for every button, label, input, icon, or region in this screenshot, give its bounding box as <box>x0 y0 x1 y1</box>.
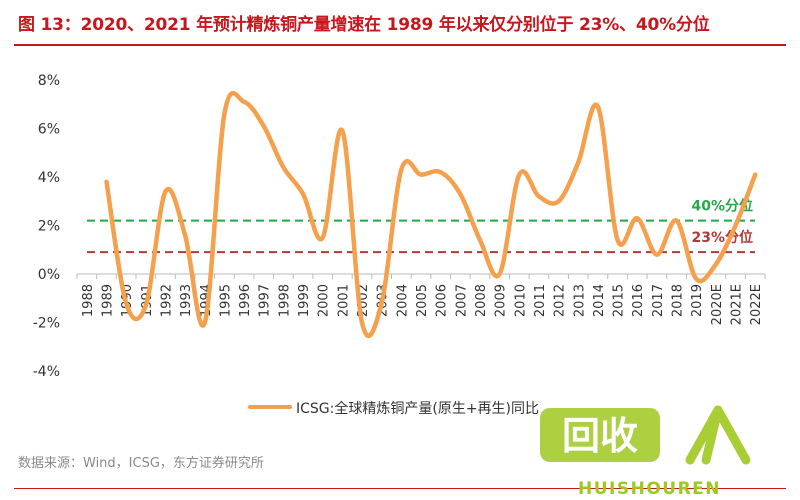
data-point <box>104 180 108 184</box>
x-tick-label: 2014 <box>592 284 607 317</box>
data-point <box>203 321 207 324</box>
x-tick-label: 1995 <box>218 284 233 317</box>
data-point <box>616 238 620 242</box>
x-tick-label: 2012 <box>553 284 568 317</box>
x-tick-label: 1999 <box>297 284 312 317</box>
y-tick-label: -4% <box>33 364 60 380</box>
y-tick-label: 0% <box>38 267 60 283</box>
x-tick-label: 1998 <box>277 284 292 317</box>
x-tick-label: 2021E <box>730 284 745 325</box>
y-tick-label: 4% <box>38 170 60 186</box>
y-tick-label: 8% <box>38 73 60 89</box>
x-tick-label: 2004 <box>395 284 410 317</box>
x-tick-label: 2022E <box>749 284 764 325</box>
x-tick-label: 2019 <box>690 284 705 317</box>
data-point <box>596 105 600 109</box>
legend-label: ICSG:全球精炼铜产量(原生+再生)同比 <box>296 400 539 417</box>
x-tick-label: 1993 <box>179 284 194 317</box>
chart-title: 图 13：2020、2021 年预计精炼铜产量增速在 1989 年以来仅分别位于… <box>18 15 710 35</box>
x-tick-label: 1997 <box>258 284 273 317</box>
data-point <box>498 272 502 276</box>
x-tick-label: 2018 <box>671 284 686 317</box>
data-point <box>281 165 285 169</box>
data-point <box>321 236 325 240</box>
x-tick-label: 1989 <box>100 284 115 317</box>
data-point <box>399 168 403 172</box>
data-point <box>380 301 384 305</box>
reference-line-label: 23%分位 <box>691 229 753 246</box>
x-tick-label: 2001 <box>336 284 351 317</box>
data-point <box>163 190 167 194</box>
x-tick-label: 1992 <box>159 284 174 317</box>
title-underline <box>14 44 786 46</box>
data-point <box>183 233 187 237</box>
x-tick-label: 2020E <box>710 284 725 325</box>
y-tick-label: 6% <box>38 122 60 138</box>
watermark-brand-text: HUISHOUREN <box>578 479 721 499</box>
x-tick-label: 2011 <box>533 284 548 317</box>
x-tick-label: 2007 <box>454 284 469 317</box>
x-tick-label: 2005 <box>415 284 430 317</box>
x-tick-label: 2010 <box>513 284 528 317</box>
data-point <box>478 238 482 242</box>
data-point <box>301 192 305 196</box>
axes: -4%-2%0%2%4%6%8%1988 1989 1990 1991 1992 1993… <box>33 73 766 380</box>
reference-lines: 40%分位 23%分位 <box>87 198 755 254</box>
data-point <box>458 192 462 196</box>
data-point <box>439 170 443 174</box>
x-tick-label: 2015 <box>612 284 627 317</box>
x-tick-label: 1988 <box>81 284 96 317</box>
x-tick-label: 2016 <box>631 284 646 317</box>
data-point <box>144 304 148 308</box>
data-point <box>655 253 659 257</box>
data-point <box>537 194 541 198</box>
x-tick-label: 2000 <box>317 284 332 317</box>
data-point <box>124 301 128 305</box>
x-tick-label: 2008 <box>474 284 489 317</box>
data-point <box>419 173 423 177</box>
data-point <box>635 216 639 220</box>
watermark-person-icon <box>685 405 751 465</box>
x-tick-label: 2013 <box>572 284 587 317</box>
data-point <box>242 100 246 104</box>
legend: ICSG:全球精炼铜产量(原生+再生)同比 <box>248 400 539 417</box>
footer-rule <box>14 488 786 489</box>
x-tick-label: 2006 <box>435 284 450 317</box>
x-tick-label: 1996 <box>238 284 253 317</box>
data-point <box>714 262 718 266</box>
data-point <box>360 321 364 324</box>
source-note: 数据来源：Wind，ICSG，东方证券研究所 <box>18 456 264 471</box>
x-tick-label: 2009 <box>494 284 509 317</box>
data-point <box>262 124 266 128</box>
data-point <box>576 160 580 164</box>
data-point <box>753 173 757 177</box>
data-point <box>340 129 344 133</box>
reference-line-label: 40%分位 <box>691 198 753 215</box>
watermark-logo-text: 回收 <box>562 414 638 458</box>
data-point <box>734 224 738 227</box>
watermark-logo: 回收 HUISHOUREN <box>540 405 751 499</box>
data-point <box>675 219 679 223</box>
data-point <box>222 112 226 116</box>
x-tick-label: 2017 <box>651 284 666 317</box>
data-point <box>517 173 521 177</box>
data-point <box>694 277 698 281</box>
watermark-logo-box <box>540 408 660 462</box>
y-tick-label: -2% <box>33 316 60 332</box>
series-group <box>104 90 758 339</box>
y-tick-label: 2% <box>38 219 60 235</box>
data-point <box>557 199 561 203</box>
